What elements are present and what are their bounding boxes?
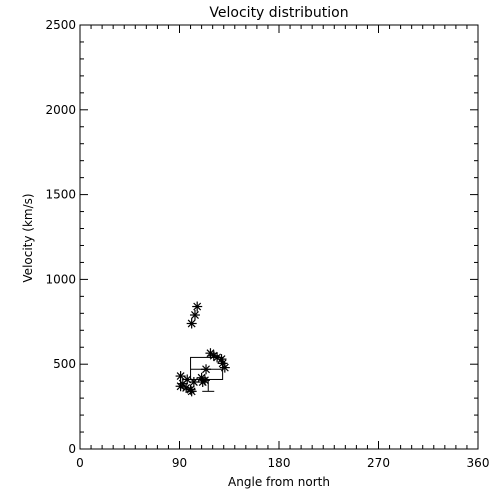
data-point xyxy=(217,358,228,369)
y-tick-label: 0 xyxy=(68,442,76,456)
data-point xyxy=(181,382,192,393)
data-point xyxy=(175,381,186,392)
y-axis-label: Velocity (km/s) xyxy=(21,193,35,282)
y-tick-label: 2000 xyxy=(45,103,76,117)
y-tick-label: 2500 xyxy=(45,18,76,32)
data-point xyxy=(199,375,210,386)
tick-labels: 0 90 180 270 360 0 500 1000 1500 2000 2500 xyxy=(45,18,489,470)
data-points xyxy=(175,301,230,397)
chart-title: Velocity distribution xyxy=(209,5,348,21)
data-point xyxy=(186,386,197,397)
data-point xyxy=(219,362,230,373)
x-tick-label: 180 xyxy=(268,456,291,470)
x-tick-label: 270 xyxy=(367,456,390,470)
axis-ticks xyxy=(79,24,479,450)
data-point xyxy=(189,310,200,321)
data-point xyxy=(186,318,197,329)
y-tick-label: 1500 xyxy=(45,188,76,202)
plot-frame xyxy=(79,24,479,450)
x-axis-label: Angle from north xyxy=(228,475,330,489)
data-point xyxy=(201,364,212,375)
y-tick-label: 1000 xyxy=(45,272,76,286)
x-tick-label: 360 xyxy=(467,456,490,470)
x-tick-label: 90 xyxy=(172,456,187,470)
y-tick-label: 500 xyxy=(53,357,76,371)
data-point xyxy=(188,377,199,388)
data-point xyxy=(192,301,203,312)
x-tick-label: 0 xyxy=(76,456,84,470)
